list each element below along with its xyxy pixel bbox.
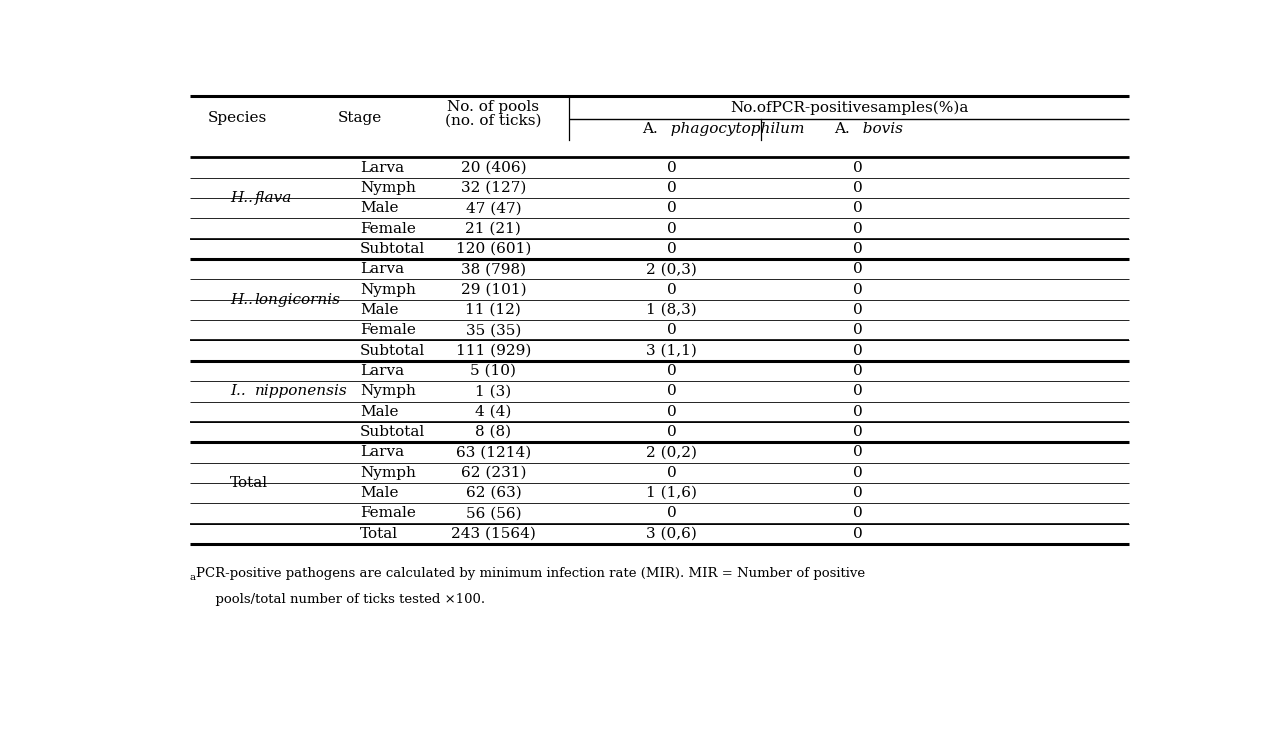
- Text: Subtotal: Subtotal: [360, 242, 425, 256]
- Text: (no. of ticks): (no. of ticks): [445, 114, 542, 128]
- Text: Subtotal: Subtotal: [360, 344, 425, 358]
- Text: 243 (1564): 243 (1564): [451, 527, 535, 541]
- Text: Stage: Stage: [338, 111, 382, 125]
- Text: 56 (56): 56 (56): [465, 506, 521, 521]
- Text: Nymph: Nymph: [360, 385, 416, 398]
- Text: 0: 0: [853, 445, 862, 459]
- Text: 32 (127): 32 (127): [461, 181, 526, 195]
- Text: Female: Female: [360, 222, 416, 235]
- Text: Male: Male: [360, 405, 398, 419]
- Text: 2 (0,2): 2 (0,2): [646, 445, 697, 459]
- Text: flava: flava: [255, 191, 292, 205]
- Text: 62 (63): 62 (63): [465, 486, 521, 500]
- Text: longicornis: longicornis: [255, 293, 341, 307]
- Text: 0: 0: [853, 527, 862, 541]
- Text: 3 (1,1): 3 (1,1): [646, 344, 697, 358]
- Text: 38 (798): 38 (798): [461, 262, 526, 276]
- Text: 0: 0: [853, 303, 862, 317]
- Text: Nymph: Nymph: [360, 465, 416, 480]
- Text: 0: 0: [666, 282, 676, 297]
- Text: 8 (8): 8 (8): [475, 425, 511, 439]
- Text: 0: 0: [853, 262, 862, 276]
- Text: 63 (1214): 63 (1214): [456, 445, 532, 459]
- Text: 62 (231): 62 (231): [461, 465, 526, 480]
- Text: 0: 0: [853, 506, 862, 521]
- Text: 120 (601): 120 (601): [456, 242, 532, 256]
- Text: PCR-positive pathogens are calculated by minimum infection rate (MIR). MIR = Num: PCR-positive pathogens are calculated by…: [196, 567, 865, 580]
- Text: Larva: Larva: [360, 161, 405, 175]
- Text: a: a: [190, 573, 196, 582]
- Text: 0: 0: [853, 201, 862, 215]
- Text: 0: 0: [666, 222, 676, 235]
- Text: 0: 0: [666, 465, 676, 480]
- Text: 0: 0: [666, 506, 676, 521]
- Text: 0: 0: [666, 161, 676, 175]
- Text: 35 (35): 35 (35): [466, 323, 521, 338]
- Text: 4 (4): 4 (4): [475, 405, 511, 419]
- Text: 0: 0: [853, 242, 862, 256]
- Text: H..: H..: [229, 191, 252, 205]
- Text: 1 (3): 1 (3): [475, 385, 511, 398]
- Text: Male: Male: [360, 201, 398, 215]
- Text: 0: 0: [666, 323, 676, 338]
- Text: Larva: Larva: [360, 262, 405, 276]
- Text: phagocytophilum: phagocytophilum: [661, 123, 804, 136]
- Text: Species: Species: [208, 111, 268, 125]
- Text: pools/total number of ticks tested ×100.: pools/total number of ticks tested ×100.: [206, 593, 484, 606]
- Text: bovis: bovis: [853, 123, 903, 136]
- Text: 29 (101): 29 (101): [461, 282, 526, 297]
- Text: 0: 0: [666, 364, 676, 378]
- Text: Nymph: Nymph: [360, 181, 416, 195]
- Text: 0: 0: [853, 282, 862, 297]
- Text: 1 (1,6): 1 (1,6): [646, 486, 697, 500]
- Text: 47 (47): 47 (47): [465, 201, 521, 215]
- Text: 0: 0: [853, 405, 862, 419]
- Text: 11 (12): 11 (12): [465, 303, 521, 317]
- Text: 2 (0,3): 2 (0,3): [646, 262, 697, 276]
- Text: No.ofPCR-positivesamples(%)a: No.ofPCR-positivesamples(%)a: [730, 100, 968, 114]
- Text: Nymph: Nymph: [360, 282, 416, 297]
- Text: Female: Female: [360, 506, 416, 521]
- Text: 0: 0: [853, 222, 862, 235]
- Text: 0: 0: [666, 425, 676, 439]
- Text: H..: H..: [229, 293, 252, 307]
- Text: 21 (21): 21 (21): [465, 222, 521, 235]
- Text: 5 (10): 5 (10): [470, 364, 516, 378]
- Text: nipponensis: nipponensis: [255, 385, 347, 398]
- Text: Total: Total: [360, 527, 398, 541]
- Text: Female: Female: [360, 323, 416, 338]
- Text: I..: I..: [229, 385, 246, 398]
- Text: 0: 0: [853, 425, 862, 439]
- Text: 0: 0: [853, 181, 862, 195]
- Text: A.: A.: [834, 123, 849, 136]
- Text: 0: 0: [853, 161, 862, 175]
- Text: 20 (406): 20 (406): [461, 161, 526, 175]
- Text: 111 (929): 111 (929): [456, 344, 532, 358]
- Text: 0: 0: [666, 405, 676, 419]
- Text: 0: 0: [666, 385, 676, 398]
- Text: Subtotal: Subtotal: [360, 425, 425, 439]
- Text: Total: Total: [229, 476, 268, 490]
- Text: 0: 0: [853, 385, 862, 398]
- Text: Male: Male: [360, 303, 398, 317]
- Text: 0: 0: [853, 486, 862, 500]
- Text: 0: 0: [666, 181, 676, 195]
- Text: Larva: Larva: [360, 445, 405, 459]
- Text: Larva: Larva: [360, 364, 405, 378]
- Text: 1 (8,3): 1 (8,3): [646, 303, 697, 317]
- Text: 0: 0: [666, 242, 676, 256]
- Text: A.: A.: [642, 123, 657, 136]
- Text: 0: 0: [666, 201, 676, 215]
- Text: Male: Male: [360, 486, 398, 500]
- Text: 0: 0: [853, 364, 862, 378]
- Text: 0: 0: [853, 465, 862, 480]
- Text: 0: 0: [853, 344, 862, 358]
- Text: 3 (0,6): 3 (0,6): [646, 527, 697, 541]
- Text: 0: 0: [853, 323, 862, 338]
- Text: No. of pools: No. of pools: [447, 99, 539, 114]
